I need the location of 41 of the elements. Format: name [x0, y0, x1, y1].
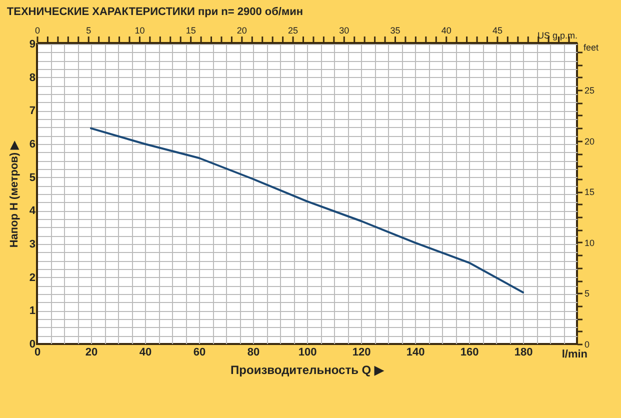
x2-tick-label: 30 [339, 26, 350, 36]
y-tick-label: 8 [29, 72, 36, 84]
x-tick-label: 20 [85, 346, 98, 358]
y-tick-label: 9 [29, 38, 36, 50]
x-tick-label: 80 [247, 346, 260, 358]
x2-tick-label: 45 [492, 26, 502, 36]
y2-tick-label: 5 [584, 288, 590, 299]
x2-axis-title: US g.p.m. [537, 30, 578, 40]
line-series [90, 127, 524, 294]
x-tick-label: 120 [352, 346, 371, 358]
y2-tick-label: 0 [584, 340, 590, 350]
x2-tick-label: 20 [236, 26, 247, 36]
x2-tick-label: 15 [186, 26, 196, 36]
x-tick-label: 160 [460, 346, 479, 358]
y-axis-title: Напор H (метров) ▶ [8, 140, 20, 248]
y-tick-label: 2 [29, 272, 36, 284]
y2-tick-label: 10 [584, 238, 595, 248]
y2-tick-label: 20 [584, 136, 595, 146]
y2-tick-label: 25 [584, 86, 595, 96]
y-tick-label: 7 [29, 105, 36, 118]
x2-tick-label: 40 [441, 26, 452, 36]
x2-tick-label: 35 [390, 26, 400, 36]
y-tick-label: 4 [29, 205, 36, 218]
x2-tick-label: 5 [86, 26, 92, 36]
y-tick-label: 5 [29, 172, 36, 184]
y2-tick-label: 15 [584, 187, 595, 198]
x2-tick-label: 25 [288, 26, 298, 36]
text: Производительность Q ▶ [230, 363, 384, 377]
y-tick-label: 1 [29, 305, 36, 318]
x-tick-label: 180 [514, 346, 533, 358]
x-tick-label: 100 [298, 346, 317, 358]
x-tick-label: 60 [193, 346, 206, 358]
chart-title: ТЕХНИЧЕСКИЕ ХАРАКТЕРИСТИКИ при n= 2900 об/мин [6, 6, 304, 18]
x-tick-label: 140 [406, 346, 425, 358]
y-tick-label: 0 [29, 338, 36, 350]
y2-axis-title: feet [584, 42, 600, 52]
x2-tick-label: 10 [134, 26, 145, 36]
y-tick-label: 3 [29, 238, 36, 250]
y-tick-label: 6 [29, 138, 36, 150]
x-axis-title: l/min [562, 348, 588, 360]
x-tick-label: 40 [139, 346, 152, 358]
